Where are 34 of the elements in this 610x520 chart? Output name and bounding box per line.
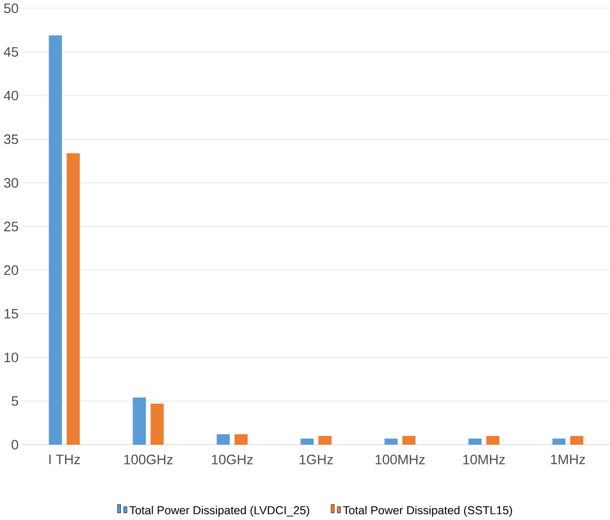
- y-tick-label: 45: [4, 47, 18, 57]
- bar: [150, 404, 164, 445]
- y-tick-label: 10: [4, 352, 18, 362]
- x-tick-label: 1MHz: [551, 454, 585, 464]
- bar: [552, 438, 566, 445]
- x-tick-label: 1GHz: [300, 454, 333, 464]
- bar: [318, 436, 332, 445]
- y-tick-label: 0: [12, 440, 18, 450]
- x-tick-label: I THz: [49, 454, 80, 464]
- bar: [234, 434, 248, 445]
- y-tick-label: 15: [4, 309, 18, 319]
- x-tick-label: 100MHz: [376, 454, 425, 464]
- bar: [384, 438, 398, 445]
- y-tick-label: 20: [4, 265, 18, 275]
- legend-label: Total Power Dissipated (LVDCI_25): [130, 506, 310, 517]
- y-tick-label: 25: [4, 222, 18, 232]
- x-tick-label: 10GHz: [212, 454, 253, 464]
- bar: [66, 153, 80, 445]
- legend-label: Total Power Dissipated (SSTL15): [343, 506, 512, 517]
- bar: [300, 438, 314, 445]
- bar: [570, 436, 584, 445]
- x-tick-label: 100GHz: [124, 454, 173, 464]
- x-tick-label: 10MHz: [463, 454, 505, 464]
- y-tick-label: 35: [4, 134, 18, 144]
- bar: [402, 436, 416, 445]
- bar: [468, 438, 482, 445]
- bar: [486, 436, 500, 445]
- bar: [132, 398, 146, 445]
- y-tick-label: 50: [4, 4, 18, 14]
- y-tick-label: 30: [4, 178, 18, 188]
- bar: [48, 35, 62, 445]
- y-tick-label: 5: [12, 396, 18, 406]
- bar: [216, 434, 230, 445]
- y-tick-label: 40: [4, 90, 18, 100]
